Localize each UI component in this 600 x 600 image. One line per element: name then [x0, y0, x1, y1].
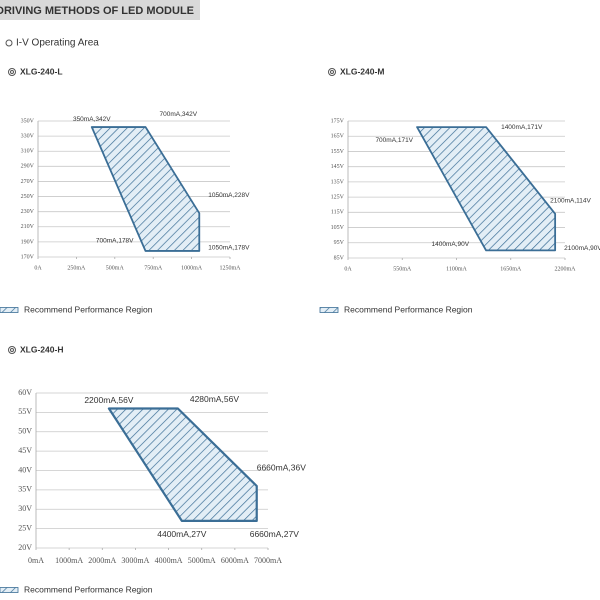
y-tick-label: 25V	[18, 523, 32, 532]
value-label: 1050mA,178V	[208, 245, 250, 252]
value-label: 350mA,342V	[73, 116, 111, 123]
value-label: 2100mA,114V	[550, 198, 591, 205]
value-label: 4400mA,27V	[157, 529, 206, 539]
title-icon	[328, 68, 336, 76]
value-label: 2200mA,56V	[84, 395, 133, 405]
legend-label: Recommend Performance Region	[344, 304, 473, 314]
header-title: DRIVING METHODS OF LED MODULE	[0, 5, 194, 17]
y-tick-label: 250V	[21, 194, 35, 200]
x-tick-label: 750mA	[144, 265, 163, 271]
x-tick-label: 550mA	[393, 266, 412, 272]
x-tick-label: 0mA	[28, 556, 44, 565]
y-tick-label: 40V	[18, 465, 32, 474]
value-label: 1400mA,90V	[431, 241, 469, 248]
x-tick-label: 0A	[344, 266, 352, 272]
y-tick-label: 125V	[331, 194, 345, 200]
x-tick-label: 250mA	[67, 265, 86, 271]
operating-region	[416, 126, 557, 252]
value-label: 700mA,178V	[96, 238, 134, 245]
legend-swatch	[319, 307, 339, 313]
title-icon	[8, 346, 16, 354]
x-tick-label: 6000mA	[221, 556, 249, 565]
x-tick-label: 7000mA	[254, 556, 282, 565]
title-icon-dot	[330, 70, 334, 74]
y-tick-label: 170V	[21, 254, 35, 260]
value-label: 2100mA,90V	[564, 245, 600, 252]
y-tick-label: 310V	[21, 149, 35, 155]
chart-title: XLG-240-H	[20, 344, 63, 354]
y-tick-label: 230V	[21, 209, 35, 215]
y-tick-label: 45V	[18, 446, 32, 455]
x-tick-label: 1250mA	[220, 265, 242, 271]
y-tick-label: 95V	[334, 240, 345, 246]
y-tick-label: 210V	[21, 224, 35, 230]
x-tick-label: 0A	[34, 265, 42, 271]
x-tick-label: 1100mA	[446, 266, 467, 272]
x-tick-label: 3000mA	[121, 556, 149, 565]
chart-title: XLG-240-M	[340, 66, 384, 76]
y-tick-label: 270V	[21, 179, 35, 185]
section-title: I-V Operating Area	[16, 38, 99, 49]
y-tick-label: 55V	[18, 407, 32, 416]
legend-swatch	[0, 307, 19, 313]
y-tick-label: 145V	[331, 164, 345, 170]
x-tick-label: 1000mA	[181, 265, 203, 271]
legend-label: Recommend Performance Region	[24, 304, 153, 314]
title-icon-dot	[10, 348, 14, 352]
x-tick-label: 2200mA	[555, 266, 577, 272]
legend-label: Recommend Performance Region	[24, 584, 153, 594]
title-icon-dot	[10, 70, 14, 74]
legend-swatch	[0, 587, 19, 593]
y-tick-label: 20V	[18, 543, 32, 552]
y-tick-label: 115V	[331, 210, 345, 216]
x-tick-label: 1650mA	[500, 266, 522, 272]
value-label: 6660mA,27V	[250, 529, 299, 539]
value-label: 700mA,342V	[160, 111, 198, 118]
y-tick-label: 85V	[334, 255, 345, 261]
y-tick-label: 135V	[331, 179, 345, 185]
value-label: 4280mA,56V	[190, 394, 239, 404]
y-tick-label: 190V	[21, 239, 35, 245]
x-tick-label: 4000mA	[155, 556, 183, 565]
y-tick-label: 60V	[18, 388, 32, 397]
y-tick-label: 30V	[18, 504, 32, 513]
chart-title: XLG-240-L	[20, 66, 63, 76]
x-tick-label: 2000mA	[88, 556, 116, 565]
y-tick-label: 290V	[21, 164, 35, 170]
y-tick-label: 105V	[331, 225, 345, 231]
y-tick-label: 50V	[18, 427, 32, 436]
operating-region	[107, 407, 258, 522]
y-tick-label: 155V	[331, 149, 345, 155]
y-tick-label: 330V	[21, 133, 35, 139]
value-label: 700mA,171V	[375, 137, 413, 144]
x-tick-label: 500mA	[106, 265, 125, 271]
value-label: 1400mA,171V	[501, 124, 543, 131]
x-tick-label: 5000mA	[188, 556, 216, 565]
y-tick-label: 35V	[18, 485, 32, 494]
y-tick-label: 165V	[331, 134, 345, 140]
title-icon	[8, 68, 16, 76]
y-tick-label: 175V	[331, 118, 345, 124]
y-tick-label: 350V	[21, 118, 35, 124]
operating-region	[90, 126, 201, 252]
header-band	[0, 0, 200, 20]
value-label: 6660mA,36V	[257, 462, 306, 472]
value-label: 1050mA,228V	[208, 192, 250, 199]
x-tick-label: 1000mA	[55, 556, 83, 565]
bullet-icon	[5, 39, 13, 47]
